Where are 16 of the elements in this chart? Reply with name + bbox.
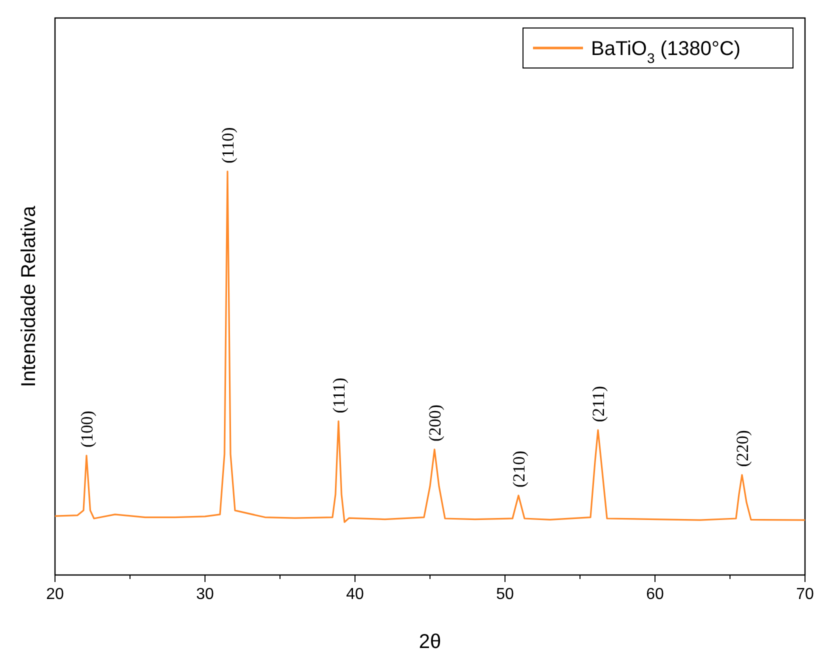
x-axis-title: 2θ	[418, 631, 442, 653]
x-tick-label: 60	[646, 586, 664, 603]
annotation: (210)	[510, 450, 528, 488]
x-tick-label: 50	[496, 586, 514, 603]
x-tick-label: 30	[196, 586, 214, 603]
x-tick-label: 70	[796, 586, 814, 603]
annotation: (211)	[589, 386, 608, 422]
legend-label: BaTiO$_{3}$ (1380°C)	[591, 38, 741, 66]
y-axis-title: Intensidade Relativa	[18, 205, 40, 388]
x-tick-label: 20	[46, 586, 64, 603]
annotation: (200)	[426, 404, 444, 442]
x-tick-label: 40	[346, 586, 364, 603]
annotation: (111)	[330, 378, 348, 414]
annotation: (110)	[218, 127, 238, 164]
annotation: (220)	[733, 430, 752, 467]
annotation: (100)	[78, 410, 96, 448]
